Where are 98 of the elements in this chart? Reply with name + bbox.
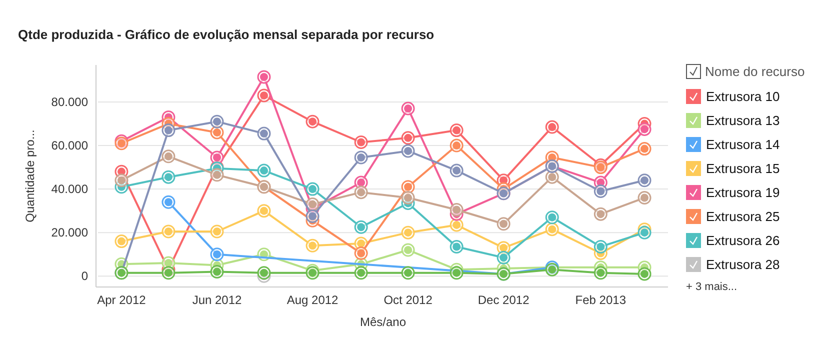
point [210, 168, 224, 182]
y-tick-label: 60.000 [51, 138, 88, 153]
point [638, 226, 652, 240]
point [594, 176, 608, 190]
point [114, 234, 128, 248]
point [210, 126, 224, 140]
y-axis-title: Quantidade pro... [23, 130, 37, 222]
point [450, 164, 464, 178]
point [306, 114, 320, 128]
legend-label: Extrusora 10 [706, 89, 780, 104]
y-tick-label: 20.000 [51, 226, 88, 240]
point [257, 164, 271, 178]
point [450, 266, 464, 280]
point [594, 160, 608, 174]
point [638, 174, 652, 188]
point [354, 246, 368, 260]
point [210, 224, 224, 238]
point [306, 210, 320, 224]
point [545, 150, 559, 164]
point [401, 191, 415, 205]
text: + 3 mais... [686, 281, 738, 293]
legend-label: Extrusora 19 [706, 185, 780, 200]
point [450, 218, 464, 232]
point [210, 248, 224, 262]
point [354, 266, 368, 280]
point [638, 142, 652, 156]
y-tick-label: 40.000 [51, 182, 88, 196]
point [401, 102, 415, 116]
point [638, 267, 652, 281]
point [638, 122, 652, 136]
point [545, 210, 559, 224]
point [354, 220, 368, 234]
point [401, 243, 415, 257]
x-tick-label: Apr 2012 [97, 293, 146, 307]
legend-title: Nome do recurso [705, 64, 805, 79]
point [162, 124, 176, 138]
point [401, 144, 415, 158]
point [306, 182, 320, 196]
x-tick-label: Aug 2012 [286, 293, 339, 307]
y-tick-label: 0 [81, 269, 88, 284]
point [401, 226, 415, 240]
legend-label: Extrusora 28 [706, 257, 780, 272]
point [496, 250, 510, 264]
point [114, 174, 128, 188]
point [114, 136, 128, 150]
point [210, 265, 224, 279]
point [114, 164, 128, 178]
point [594, 184, 608, 198]
x-tick-label: Jun 2012 [192, 293, 242, 307]
point [354, 186, 368, 200]
point [162, 150, 176, 164]
point [162, 170, 176, 184]
point [450, 138, 464, 152]
point [401, 266, 415, 280]
point [496, 217, 510, 231]
point [496, 241, 510, 255]
point [162, 224, 176, 238]
point [306, 266, 320, 280]
point [306, 198, 320, 212]
point [496, 174, 510, 188]
legend-label: Extrusora 26 [706, 233, 780, 248]
point [594, 266, 608, 280]
legend-label: Extrusora 13 [706, 113, 780, 128]
point [354, 150, 368, 164]
point [594, 207, 608, 221]
point [638, 191, 652, 205]
point [162, 195, 176, 209]
x-tick-label: Oct 2012 [384, 293, 433, 307]
point [257, 70, 271, 84]
point [257, 126, 271, 140]
point [401, 180, 415, 194]
point [354, 176, 368, 190]
point [162, 256, 176, 270]
point [354, 236, 368, 250]
y-tick-label: 80.000 [51, 95, 88, 109]
point [594, 240, 608, 254]
point [545, 170, 559, 184]
x-tick-label: Feb 2013 [575, 293, 626, 307]
point [162, 266, 176, 280]
point [450, 124, 464, 138]
legend-label: Extrusora 15 [706, 161, 780, 176]
point [257, 88, 271, 102]
point [354, 136, 368, 150]
legend-label: Extrusora 25 [706, 209, 780, 224]
point [306, 238, 320, 252]
x-tick-label: Dec 2012 [478, 293, 530, 307]
point [257, 204, 271, 218]
chart-title: Qtde produzida - Gráfico de evolução mensal separada por recurso [18, 27, 434, 42]
point [210, 114, 224, 128]
point [210, 150, 224, 164]
point [450, 240, 464, 254]
point [257, 266, 271, 280]
x-axis-title: Mês/ano [360, 315, 406, 329]
point [545, 222, 559, 236]
legend-label: Extrusora 14 [706, 137, 780, 152]
point [450, 202, 464, 216]
point [545, 120, 559, 134]
point [401, 131, 415, 145]
